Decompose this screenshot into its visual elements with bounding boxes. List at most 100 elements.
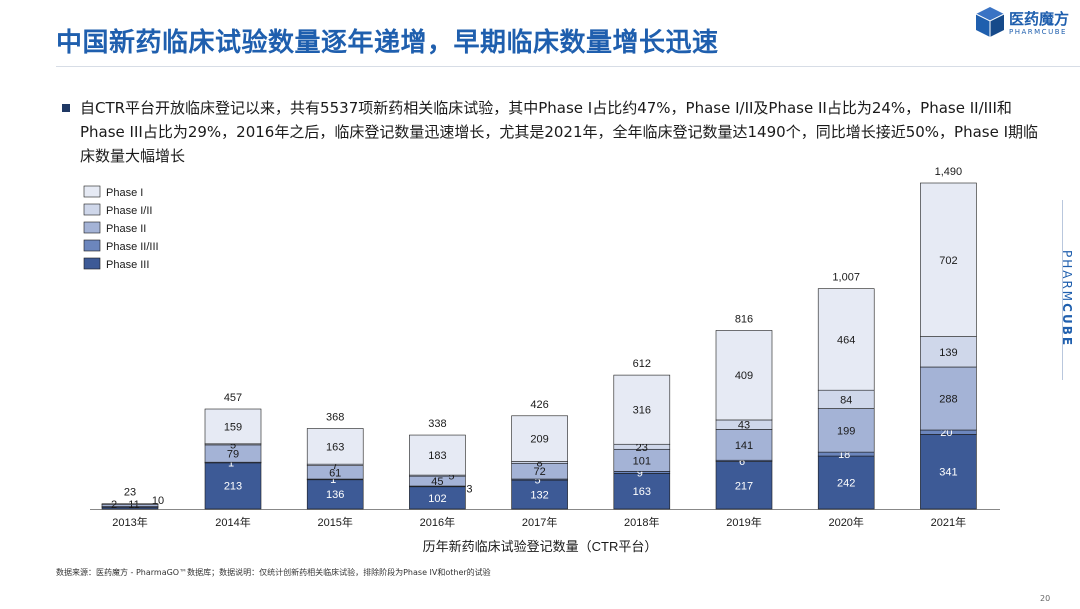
data-label: 2 xyxy=(111,499,117,511)
data-label: 217 xyxy=(735,480,753,492)
legend-swatch xyxy=(83,221,101,234)
bar-segment xyxy=(511,479,568,510)
data-label: 61 xyxy=(329,467,341,479)
x-tick-label: 2020年 xyxy=(828,515,863,529)
data-label: 141 xyxy=(735,440,753,452)
x-tick-label: 2018年 xyxy=(624,515,659,529)
total-label: 338 xyxy=(428,418,446,430)
data-label: 79 xyxy=(227,449,239,461)
logo-subtext: PHARMCUBE xyxy=(1009,28,1067,36)
total-label: 1,490 xyxy=(935,166,963,178)
bullet-square-icon xyxy=(62,104,70,112)
bar-segment xyxy=(409,434,466,476)
data-label: 159 xyxy=(224,421,242,433)
side-brand-bold: CUBE xyxy=(1060,303,1074,348)
page-title: 中国新药临床试验数量逐年递增，早期临床数量增长迅速 xyxy=(56,28,719,58)
title-divider xyxy=(56,66,1080,67)
data-label: 3 xyxy=(466,483,472,495)
data-label: 6 xyxy=(739,456,745,468)
x-tick-label: 2017年 xyxy=(522,515,557,529)
data-label: 183 xyxy=(428,450,446,462)
data-label: 23 xyxy=(636,442,648,454)
legend-label: Phase II xyxy=(106,223,146,235)
data-label: 409 xyxy=(735,370,753,382)
data-label: 9 xyxy=(637,467,643,479)
legend-swatch xyxy=(83,239,101,252)
bar-segment xyxy=(613,374,671,445)
data-label: 132 xyxy=(530,490,548,502)
legend-swatch xyxy=(83,257,101,270)
data-label: 5 xyxy=(448,471,454,483)
page-number: 20 xyxy=(1040,594,1051,603)
bar-segment xyxy=(204,408,262,445)
x-tick-label: 2019年 xyxy=(726,515,761,529)
x-tick-label: 2016年 xyxy=(420,515,455,529)
x-axis-title: 历年新药临床试验登记数量（CTR平台） xyxy=(423,539,658,554)
bar-segment xyxy=(817,408,875,453)
x-tick-label: 2013年 xyxy=(112,515,147,529)
data-label: 72 xyxy=(533,466,545,478)
data-label: 213 xyxy=(224,481,242,493)
data-label: 702 xyxy=(939,255,957,267)
legend-label: Phase I/II xyxy=(106,205,152,217)
data-label: 163 xyxy=(326,441,344,453)
logo: 医药魔方 PHARMCUBE xyxy=(975,6,1075,40)
bar-segment xyxy=(613,473,671,510)
data-label: 8 xyxy=(537,457,543,469)
data-label: 43 xyxy=(738,420,750,432)
logo-text: 医药魔方 xyxy=(1009,10,1070,28)
total-label: 816 xyxy=(735,313,753,325)
data-label: 136 xyxy=(326,489,344,501)
legend-swatch xyxy=(83,203,101,216)
cube-logo-icon xyxy=(975,7,1005,37)
source-note: 数据来源：医药魔方 - PharmaGO™数据库；数据说明：仅统计创新药相关临床… xyxy=(56,568,491,577)
side-brand: PHARMCUBE xyxy=(1060,250,1074,347)
data-label: 5 xyxy=(535,475,541,487)
total-label: 426 xyxy=(530,399,548,411)
data-label: 1 xyxy=(228,457,234,469)
legend-label: Phase II/III xyxy=(106,241,159,253)
data-label: 464 xyxy=(837,334,855,346)
data-label: 139 xyxy=(939,347,957,359)
x-tick-label: 2015年 xyxy=(317,515,352,529)
data-label: 199 xyxy=(837,425,855,437)
summary-text: 自CTR平台开放临床登记以来，共有5537项新药相关临床试验，其中Phase I… xyxy=(80,99,1039,165)
data-label: 163 xyxy=(633,486,651,498)
data-label: 209 xyxy=(530,434,548,446)
legend-label: Phase I xyxy=(106,187,143,199)
bar-segment xyxy=(920,336,977,368)
bar-segment xyxy=(715,330,773,421)
data-label: 101 xyxy=(633,455,651,467)
data-label: 242 xyxy=(837,478,855,490)
side-brand-light: PHARM xyxy=(1060,250,1074,304)
bar-segment xyxy=(306,428,364,465)
side-divider xyxy=(1062,200,1063,380)
data-label: 5 xyxy=(230,439,236,451)
total-label: 368 xyxy=(326,411,344,423)
total-label: 457 xyxy=(224,392,242,404)
x-tick-label: 2021年 xyxy=(931,515,966,529)
bar-segment xyxy=(101,503,159,505)
total-label: 1,007 xyxy=(832,272,860,284)
bar-segment xyxy=(204,462,262,510)
data-label: 288 xyxy=(939,394,957,406)
bar-segment xyxy=(817,455,875,510)
legend-label: Phase III xyxy=(106,259,149,271)
legend-swatch xyxy=(83,185,101,198)
bar-segment xyxy=(511,415,568,462)
bar-segment xyxy=(306,478,364,510)
data-label: 316 xyxy=(633,405,651,417)
x-tick-label: 2014年 xyxy=(215,515,250,529)
data-label: 11 xyxy=(128,499,139,511)
data-label: 1 xyxy=(330,474,336,486)
bar-segment xyxy=(920,366,977,431)
bar-segment xyxy=(920,182,977,337)
total-label: 23 xyxy=(124,487,136,499)
bar-segment xyxy=(715,461,773,510)
total-label: 612 xyxy=(633,358,651,370)
bar-segment xyxy=(920,434,977,510)
data-label: 7 xyxy=(332,460,338,472)
data-label: 341 xyxy=(939,467,957,479)
bar-segment xyxy=(817,288,875,391)
